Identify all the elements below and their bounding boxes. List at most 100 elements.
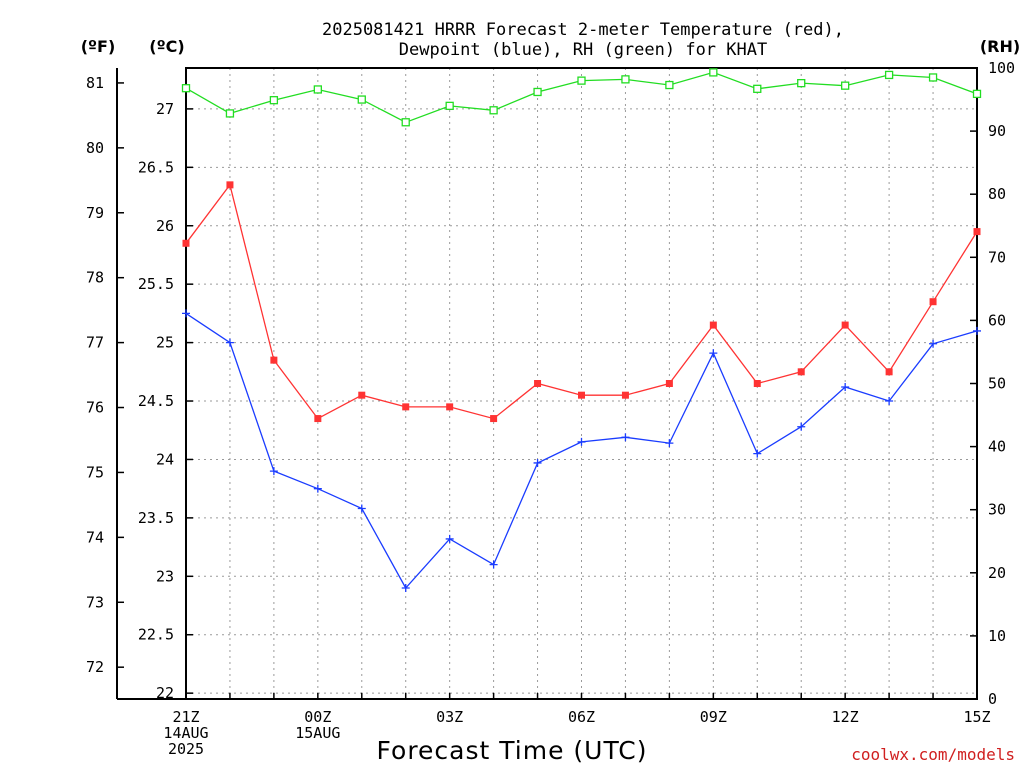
- x-tick-label: 15AUG: [295, 724, 340, 742]
- fahrenheit-unit-label: (ºF): [81, 37, 116, 56]
- dewpoint-point: [269, 467, 278, 476]
- rh-point: [928, 73, 938, 82]
- x-tick-label: 2025: [168, 740, 204, 758]
- dewpoint-point: [709, 349, 718, 358]
- temperature-point: [578, 391, 585, 399]
- dewpoint-point: [797, 422, 806, 431]
- chart-title-line1: 2025081421 HRRR Forecast 2-meter Tempera…: [322, 20, 844, 40]
- dewpoint-point: [489, 560, 498, 569]
- dewpoint-point: [973, 326, 981, 335]
- dewpoint-point: [885, 397, 894, 406]
- dewpoint-point: [401, 583, 410, 592]
- dewpoint-point: [445, 534, 454, 543]
- x-tick-label: 14AUG: [163, 724, 208, 742]
- temperature-point: [621, 391, 629, 399]
- rh-tick-label: 20: [988, 564, 1006, 582]
- rh-point: [313, 85, 322, 94]
- rh-tick-label: 60: [988, 311, 1006, 329]
- rh-point: [665, 80, 674, 90]
- fahrenheit-tick-label: 79: [86, 204, 104, 222]
- dewpoint-point: [313, 484, 322, 493]
- x-tick-label: 09Z: [700, 708, 727, 726]
- temperature-point: [490, 415, 498, 423]
- plot-frame: [185, 67, 978, 700]
- x-tick-label: 15Z: [963, 708, 990, 726]
- temperature-point: [885, 368, 893, 376]
- series: [181, 68, 982, 592]
- dewpoint-point: [577, 437, 586, 446]
- celsius-tick-label: 22: [156, 684, 174, 702]
- rh-point: [357, 95, 366, 104]
- rh-point: [225, 109, 235, 118]
- temperature-point: [797, 368, 805, 376]
- rh-point: [445, 101, 454, 111]
- grid: [186, 68, 977, 699]
- rh-point: [181, 84, 191, 93]
- rh-tick-label: 10: [988, 627, 1006, 645]
- fahrenheit-tick-label: 75: [86, 463, 104, 481]
- rh-point: [841, 81, 850, 90]
- temperature-point: [446, 403, 454, 411]
- temperature-point: [270, 356, 278, 364]
- celsius-tick-label: 26.5: [138, 158, 174, 176]
- temperature-point: [226, 181, 234, 189]
- rh-point: [269, 96, 279, 105]
- chart-title-line2: Dewpoint (blue), RH (green) for KHAT: [399, 40, 767, 60]
- dewpoint-point: [182, 309, 190, 318]
- temperature-point: [973, 228, 981, 236]
- celsius-tick-label: 24.5: [138, 392, 174, 410]
- rh-point: [621, 75, 630, 84]
- celsius-tick-label: 23: [156, 567, 174, 585]
- celsius-tick-label: 24: [156, 450, 174, 468]
- rh-point: [797, 78, 806, 88]
- rh-tick-label: 90: [988, 122, 1006, 140]
- rh-tick-label: 30: [988, 501, 1006, 519]
- celsius-tick-label: 22.5: [138, 626, 174, 644]
- fahrenheit-tick-label: 77: [86, 334, 104, 352]
- fahrenheit-tick-label: 73: [86, 593, 104, 611]
- celsius-tick-label: 26: [156, 217, 174, 235]
- celsius-tick-label: 25: [156, 334, 174, 352]
- fahrenheit-tick-label: 78: [86, 269, 104, 287]
- rh-tick-label: 80: [988, 185, 1006, 203]
- temperature-point: [841, 321, 849, 329]
- fahrenheit-tick-label: 80: [86, 139, 104, 157]
- temperature-point: [314, 415, 322, 423]
- celsius-tick-label: 23.5: [138, 509, 174, 527]
- dewpoint-point: [621, 433, 630, 442]
- rh-tick-label: 0: [988, 690, 997, 708]
- dewpoint-point: [533, 458, 542, 467]
- dewpoint-point: [225, 338, 234, 347]
- rh-point: [401, 118, 410, 127]
- fahrenheit-tick-label: 72: [86, 658, 104, 676]
- temperature-point: [534, 380, 542, 387]
- rh-tick-label: 100: [988, 59, 1015, 77]
- fahrenheit-tick-label: 81: [86, 74, 104, 92]
- x-tick-label: 06Z: [568, 708, 595, 726]
- rh-tick-label: 50: [988, 375, 1006, 393]
- dewpoint-point: [841, 383, 850, 392]
- celsius-tick-label: 27: [156, 100, 174, 118]
- fahrenheit-tick-label: 76: [86, 399, 104, 417]
- rh-point: [577, 76, 586, 85]
- celsius-tick-label: 25.5: [138, 275, 174, 293]
- temperature-point: [709, 321, 717, 329]
- temperature-point: [753, 380, 761, 387]
- rh-tick-label: 70: [988, 248, 1006, 266]
- x-tick-label: 00Z: [304, 708, 331, 726]
- rh-point: [533, 87, 542, 97]
- rh-unit-label: (RH): [980, 37, 1020, 56]
- rh-point: [884, 70, 894, 80]
- temperature-point: [665, 380, 673, 387]
- dewpoint-point: [753, 449, 762, 458]
- rh-point: [489, 106, 498, 115]
- credit-text: coolwx.com/models: [851, 745, 1015, 764]
- axes: 22 22.5 23 23.5 24 24.5 25 25.5 26 26.5 27 72 73 74 75…: [86, 59, 1015, 758]
- x-tick-label: 03Z: [436, 708, 463, 726]
- x-tick-label: 21Z: [172, 708, 199, 726]
- temperature-point: [358, 391, 366, 399]
- fahrenheit-tick-label: 74: [86, 528, 104, 546]
- rh-point: [972, 89, 982, 99]
- temperature-point: [929, 298, 937, 306]
